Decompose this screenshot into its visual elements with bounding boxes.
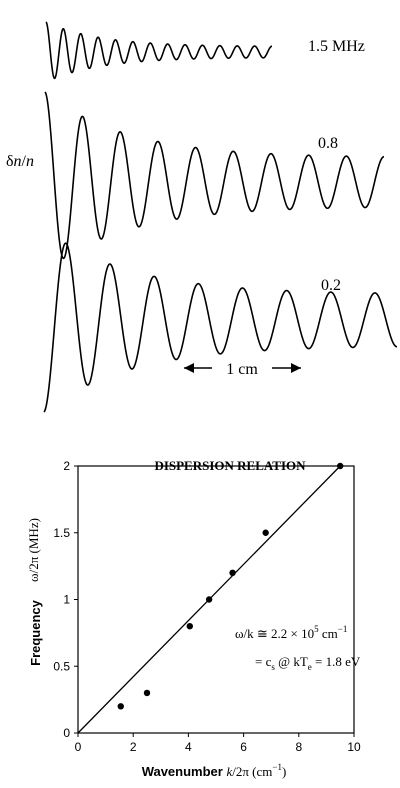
- x-tick-label: 6: [240, 740, 247, 754]
- wave-trace-2: [43, 242, 398, 413]
- x-axis-label-suffix: /2π (cm: [232, 764, 272, 779]
- wave-trace-1: [44, 91, 385, 260]
- x-tick-label: 10: [347, 740, 361, 754]
- x-tick-label: 8: [295, 740, 302, 754]
- y-axis-label-prefix: Frequency: [28, 599, 43, 666]
- wave-labels: 1.5 MHz 0.8 0.2: [308, 38, 365, 294]
- x-axis-label-prefix: Wavenumber: [142, 764, 223, 779]
- annotation-line-2-pre: = c: [255, 654, 272, 669]
- wave-ylabel-slash: /: [22, 153, 27, 170]
- y-tick-label: 2: [63, 459, 70, 473]
- data-point: [117, 703, 124, 710]
- y-ticks: 0 0.5 1 1.5 2: [53, 459, 78, 740]
- annotation-line-1-sup: 5: [314, 624, 319, 634]
- data-point: [262, 529, 269, 536]
- annotation-line-1: ω/k ≅ 2.2 × 105 cm−1: [235, 624, 347, 641]
- scale-bar-label: 1 cm: [226, 361, 258, 378]
- x-axis-label-var: k: [226, 764, 232, 779]
- wave-trace-0: [45, 21, 273, 80]
- scale-bar-right-arrowhead: [291, 363, 301, 373]
- y-axis-label-formula: ω/2π (MHz): [26, 518, 41, 582]
- annotation-line-1-sup2: −1: [338, 624, 348, 634]
- dispersion-chart: DISPERSION RELATION 0 2 4 6 8 10 00.511.52 Wa…: [26, 458, 361, 779]
- y-tick-label: 1: [63, 593, 70, 607]
- scale-bar-left-arrowhead: [184, 363, 194, 373]
- x-axis-label-exp: −1: [272, 762, 282, 772]
- wave-label-2: 0.2: [321, 277, 341, 294]
- data-point: [143, 689, 151, 697]
- annotation-line-2: = cs @ kTe = 1.8 eV: [255, 654, 361, 672]
- wave-ylabel-n2: n: [26, 153, 34, 170]
- wave-ylabel: δn/n: [6, 153, 34, 170]
- annotation-line-1-pre: ω/k ≅ 2.2 × 10: [235, 626, 314, 641]
- x-axis-label: Wavenumber k/2π (cm−1): [142, 762, 287, 779]
- annotation-line-2-sub: s: [271, 662, 275, 672]
- wave-label-1: 0.8: [318, 135, 338, 152]
- y-tick-label: 0.5: [53, 659, 70, 673]
- annotation-line-1-post: cm: [319, 626, 338, 641]
- annotation-line-2-post: = 1.8 eV: [312, 654, 361, 669]
- x-tick-label: 2: [130, 740, 137, 754]
- data-point: [337, 462, 344, 470]
- y-tick-label: 1.5: [53, 526, 70, 540]
- plot-frame: [77, 465, 355, 734]
- scale-bar: 1 cm: [184, 361, 301, 378]
- wave-traces: [43, 21, 398, 413]
- y-axis-label: Frequency ω/2π (MHz): [26, 518, 43, 666]
- annotation-line-2-mid: @ kT: [275, 654, 308, 669]
- x-ticks: 0 2 4 6 8 10: [75, 733, 361, 754]
- data-point: [205, 596, 213, 603]
- wave-panel: 1.5 MHz 0.8 0.2 δn/n 1 cm: [6, 21, 398, 413]
- x-tick-label: 4: [185, 740, 192, 754]
- data-point: [186, 623, 193, 630]
- wave-ylabel-delta: δ: [6, 153, 14, 170]
- points-layer: [117, 462, 344, 710]
- x-axis-label-close: ): [282, 764, 286, 779]
- y-tick-label: 0: [63, 726, 70, 740]
- wave-label-0: 1.5 MHz: [308, 38, 365, 55]
- annotation-line-2-sub2: e: [308, 662, 312, 672]
- wave-ylabel-n1: n: [14, 153, 22, 170]
- x-tick-label: 0: [75, 740, 82, 754]
- data-point: [229, 569, 236, 576]
